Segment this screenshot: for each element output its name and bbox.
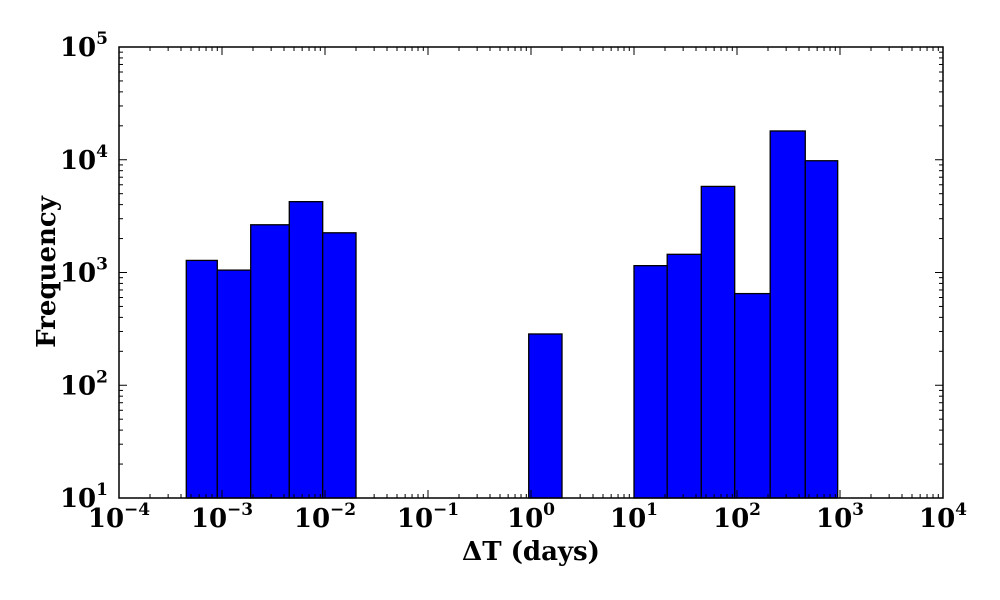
x-tick-label: 103 [816, 500, 864, 534]
x-tick-label: 102 [713, 500, 761, 534]
bars-group [185, 130, 839, 499]
x-tick-label-base: 10 [507, 504, 543, 534]
y-tick-label-base: 10 [60, 146, 96, 176]
y-tick-label-exponent: 4 [96, 142, 108, 162]
y-tick-label-base: 10 [60, 259, 96, 289]
x-tick-label-base: 10 [816, 504, 852, 534]
x-tick-label-base: 10 [191, 504, 227, 534]
x-tick-label-base: 10 [294, 504, 330, 534]
histogram-bar-10 [734, 292, 771, 499]
y-tick-label: 101 [60, 480, 108, 514]
x-tick-label-base: 10 [610, 504, 646, 534]
x-axis-title: ΔT (days) [462, 537, 600, 567]
x-tick-label-base: 10 [919, 504, 955, 534]
histogram-bar-3 [250, 224, 290, 499]
x-tick-label-exponent: −3 [227, 500, 253, 520]
plot-frame [118, 46, 944, 499]
histogram-bar-2 [216, 269, 252, 499]
x-tick-label: 10−4 [88, 500, 150, 534]
histogram-bar-7 [633, 265, 668, 499]
x-tick-label-exponent: 3 [852, 500, 864, 520]
y-tick-label-exponent: 1 [96, 480, 108, 500]
x-tick-label-base: 10 [397, 504, 433, 534]
y-tick-label-base: 10 [60, 371, 96, 401]
histogram-bar-12 [804, 160, 839, 499]
y-tick-label-base: 10 [60, 33, 96, 63]
y-axis-title: Frequency [32, 195, 62, 348]
histogram-bar-9 [700, 185, 736, 499]
x-tick-label: 104 [919, 500, 967, 534]
y-tick-label: 103 [60, 255, 108, 289]
y-tick-label-base: 10 [60, 484, 96, 514]
y-tick-label-exponent: 2 [96, 367, 108, 387]
histogram-bar-8 [666, 253, 702, 499]
x-tick-label-exponent: −2 [330, 500, 356, 520]
x-tick-label-exponent: 4 [955, 500, 967, 520]
x-tick-label-base: 10 [713, 504, 749, 534]
histogram-bar-11 [769, 130, 806, 499]
histogram-bar-1 [185, 259, 218, 499]
x-tick-label-base: 10 [88, 504, 124, 534]
x-tick-label-exponent: −4 [124, 500, 150, 520]
x-tick-label-exponent: 0 [543, 500, 555, 520]
histogram-bar-6 [528, 333, 563, 499]
x-tick-label-exponent: −1 [433, 500, 459, 520]
x-tick-labels: 10−4 10−3 10−2 10−1 100 101 102 103 104 [88, 500, 967, 534]
histogram-bar-5 [322, 232, 357, 499]
y-tick-label-exponent: 5 [96, 29, 108, 49]
x-tick-label-exponent: 1 [646, 500, 658, 520]
y-tick-label: 104 [60, 142, 108, 176]
y-tick-label-exponent: 3 [96, 255, 108, 275]
histogram-bar-4 [288, 200, 324, 499]
x-tick-label: 10−2 [294, 500, 356, 534]
y-tick-label: 102 [60, 367, 108, 401]
x-tick-label: 10−1 [397, 500, 459, 534]
x-tick-label: 100 [507, 500, 555, 534]
y-tick-label: 105 [60, 29, 108, 63]
x-tick-label: 101 [610, 500, 658, 534]
x-tick-label: 10−3 [191, 500, 253, 534]
x-tick-label-exponent: 2 [749, 500, 761, 520]
